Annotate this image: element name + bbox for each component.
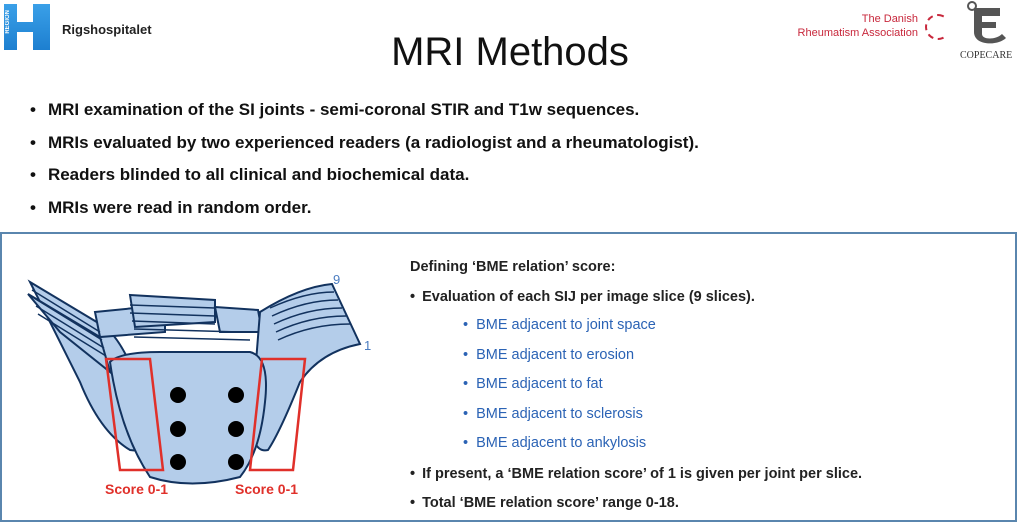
- dot: [170, 387, 186, 403]
- copecare-logo-icon: [967, 1, 1006, 44]
- criterion-item: BME adjacent to fat: [463, 376, 603, 392]
- criterion-item: BME adjacent to sclerosis: [463, 406, 643, 422]
- slide-title: MRI Methods: [391, 30, 629, 74]
- slice-1-label: 1: [364, 338, 371, 353]
- criterion-item: BME adjacent to ankylosis: [463, 435, 646, 451]
- dra-g-icon: [925, 14, 951, 40]
- dot: [170, 421, 186, 437]
- criterion-item: BME adjacent to erosion: [463, 347, 634, 363]
- left-score-label: Score 0-1: [105, 481, 168, 497]
- dot: [170, 454, 186, 470]
- dra-line1: The Danish: [861, 13, 918, 25]
- slice-9-label: 9: [333, 272, 340, 287]
- dot: [228, 387, 244, 403]
- definition-intro: Evaluation of each SIJ per image slice (…: [410, 289, 755, 305]
- bullet-3: Readers blinded to all clinical and bioc…: [30, 165, 469, 185]
- rigshospitalet-label: Rigshospitalet: [62, 22, 152, 37]
- region-h-logo: REGION: [4, 4, 50, 50]
- dot: [228, 421, 244, 437]
- bullet-1: MRI examination of the SI joints - semi-…: [30, 100, 639, 120]
- danish-rheumatism-logo-text: The Danish Rheumatism Association: [798, 12, 918, 40]
- dra-line2: Rheumatism Association: [797, 27, 918, 39]
- definition-note-2: Total ‘BME relation score’ range 0-18.: [410, 495, 679, 511]
- dot: [228, 454, 244, 470]
- sij-slices-illustration: 9 1 Score 0-1 Score 0-1: [27, 272, 371, 497]
- definition-note-1: If present, a ‘BME relation score’ of 1 …: [410, 466, 862, 482]
- bullet-4: MRIs were read in random order.: [30, 198, 312, 218]
- criterion-item: BME adjacent to joint space: [463, 317, 656, 333]
- copecare-label: COPECARE: [960, 50, 1013, 61]
- definition-heading: Defining ‘BME relation’ score:: [410, 259, 616, 275]
- bullet-2: MRIs evaluated by two experienced reader…: [30, 133, 699, 153]
- right-score-label: Score 0-1: [235, 481, 298, 497]
- right-score-box: [248, 357, 307, 472]
- left-score-box: [104, 357, 165, 472]
